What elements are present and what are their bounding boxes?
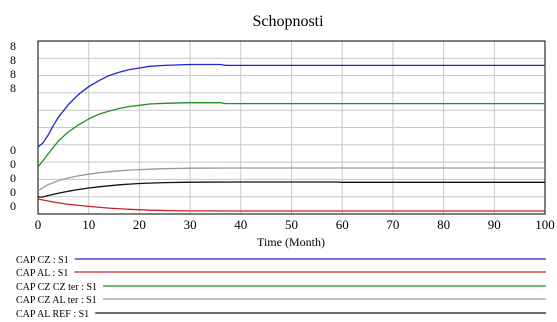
x-tick-label: 60	[336, 217, 349, 232]
y-tick-label: 0	[10, 143, 16, 157]
x-tick-labels: 0 10 20 30 40 50 60 70 80 90 100	[35, 217, 555, 232]
x-tick-label: 0	[35, 217, 42, 232]
y-tick-label: 0	[10, 185, 16, 199]
series-line-2	[37, 198, 545, 212]
x-axis-label: Time (Month)	[257, 235, 325, 249]
series-line-4	[37, 167, 545, 192]
series-line-1	[37, 63, 545, 148]
series-line-3	[37, 102, 545, 168]
grid-lines	[38, 41, 545, 214]
plot-frame	[37, 40, 546, 215]
legend-label-2: CAP AL : S1	[16, 268, 68, 279]
x-tick-label: 70	[386, 217, 399, 232]
legend-label-5: CAP AL REF : S1	[16, 309, 89, 320]
chart-title: Schopnosti	[252, 13, 324, 30]
x-tick-label: 90	[488, 217, 501, 232]
y-tick-label: 8	[10, 67, 16, 81]
series-line-5	[38, 181, 545, 198]
y-tick-label: 8	[10, 39, 16, 53]
legend-label-3: CAP CZ CZ ter : S1	[16, 282, 97, 293]
legend-label-1: CAP CZ : S1	[16, 255, 69, 266]
x-tick-label: 100	[535, 217, 555, 232]
y-tick-label: 0	[10, 171, 16, 185]
y-tick-label: 8	[10, 53, 16, 67]
x-tick-label: 20	[133, 217, 146, 232]
x-tick-label: 10	[82, 217, 95, 232]
x-tick-label: 50	[285, 217, 298, 232]
x-tick-label: 30	[184, 217, 197, 232]
y-tick-label: 0	[10, 157, 16, 171]
y-tick-label: 8	[10, 81, 16, 95]
x-tick-label: 40	[234, 217, 247, 232]
y-tick-label: 0	[10, 199, 16, 213]
legend: CAP CZ : S1 CAP AL : S1 CAP CZ CZ ter : S1…	[16, 255, 546, 320]
series-lines	[37, 63, 545, 212]
x-tick-label: 80	[437, 217, 450, 232]
legend-label-4: CAP CZ AL ter : S1	[16, 295, 97, 306]
